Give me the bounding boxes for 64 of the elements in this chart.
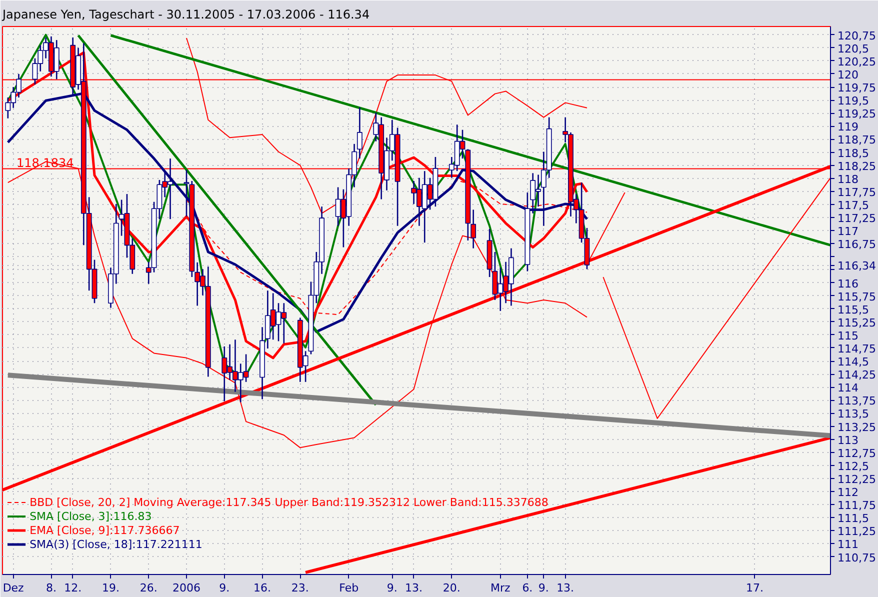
y-tick-label: 115,75 xyxy=(838,290,876,304)
legend-label: SMA(3) [Close, 18]:117.221111 xyxy=(30,538,202,551)
y-tick-label: 111,75 xyxy=(838,499,876,512)
y-tick-label: 112,75 xyxy=(838,446,876,460)
legend-label: SMA [Close, 3]:116.83 xyxy=(30,510,152,523)
ref-line-label: 118.1834 xyxy=(16,156,74,170)
x-tick-label: 6. xyxy=(522,582,533,594)
x-tick-label: 2006 xyxy=(172,582,201,594)
y-tick-label: 120,75 xyxy=(838,29,876,42)
y-tick-label: 113,25 xyxy=(838,420,876,434)
y-tick-label: 118,25 xyxy=(838,160,876,173)
y-tick-label: 117 xyxy=(838,225,858,238)
x-tick-label: 23. xyxy=(291,582,309,594)
y-tick-label: 111,25 xyxy=(838,525,876,538)
y-tick-label: 119,25 xyxy=(838,108,876,121)
y-tick-label: 119,75 xyxy=(838,82,876,95)
x-tick-label: Dez xyxy=(2,582,24,594)
y-tick-label: 111 xyxy=(838,538,858,552)
x-tick-label: 26. xyxy=(140,582,158,594)
x-tick-label: 9. xyxy=(219,582,230,594)
legend-label: EMA [Close, 9]:117.736667 xyxy=(30,524,180,537)
y-tick-label: 110,75 xyxy=(838,551,876,564)
y-tick-label: 117,5 xyxy=(838,198,869,212)
x-tick-label: 13. xyxy=(556,582,574,594)
y-tick-label: 115,25 xyxy=(838,316,876,330)
x-tick-label: 17. xyxy=(746,582,764,594)
y-tick-label: 120,25 xyxy=(838,55,876,68)
y-tick-label: 118,75 xyxy=(838,134,876,147)
y-tick-label: 114,5 xyxy=(838,356,869,369)
y-tick-label: 113,5 xyxy=(838,408,869,421)
y-tick-label: 117,25 xyxy=(838,212,876,226)
x-tick-label: 16. xyxy=(254,582,272,594)
y-tick-label: 112,25 xyxy=(838,472,876,486)
y-tick-label: 114,75 xyxy=(838,342,876,356)
y-tick-label: 116,75 xyxy=(838,238,876,252)
y-tick-label: 114,25 xyxy=(838,368,876,382)
x-tick-label: 9. xyxy=(538,582,549,594)
x-tick-label: Mrz xyxy=(490,582,510,594)
y-tick-label: 111,5 xyxy=(838,512,869,526)
y-tick-label: 116,34 xyxy=(838,260,876,273)
y-tick-label: 112 xyxy=(838,486,858,500)
y-tick-label: 120,5 xyxy=(838,42,869,56)
y-tick-label: 115,5 xyxy=(838,303,869,316)
x-tick-label: 13. xyxy=(405,582,423,594)
chart-title: Japanese Yen, Tageschart - 30.11.2005 - 17.03.2006 - 116.34 xyxy=(2,8,370,22)
y-tick-label: 120 xyxy=(838,68,858,82)
y-tick-label: 117,75 xyxy=(838,186,876,199)
y-tick-label: 119,5 xyxy=(838,94,869,108)
x-tick-label: 12. xyxy=(64,582,82,594)
x-tick-label: 9. xyxy=(386,582,398,594)
y-tick-label: 115 xyxy=(838,329,858,342)
y-tick-label: 118 xyxy=(838,172,858,186)
y-tick-label: 113 xyxy=(838,434,858,447)
legend-label: BBD [Close, 20, 2] Moving Average:117.345 Upper Band:119.352312 Lower Band:115.337688 xyxy=(30,496,548,509)
y-tick-label: 112,5 xyxy=(838,460,869,473)
x-tick-label: 8. xyxy=(46,582,56,594)
x-tick-label: 20. xyxy=(442,582,460,594)
y-tick-label: 114 xyxy=(838,382,858,395)
y-tick-label: 116 xyxy=(838,277,858,290)
y-tick-label: 119 xyxy=(838,120,858,134)
x-tick-label: Feb xyxy=(339,582,359,594)
x-tick-label: 19. xyxy=(102,582,120,594)
y-tick-label: 113,75 xyxy=(838,394,876,408)
y-tick-label: 118,5 xyxy=(838,146,869,160)
